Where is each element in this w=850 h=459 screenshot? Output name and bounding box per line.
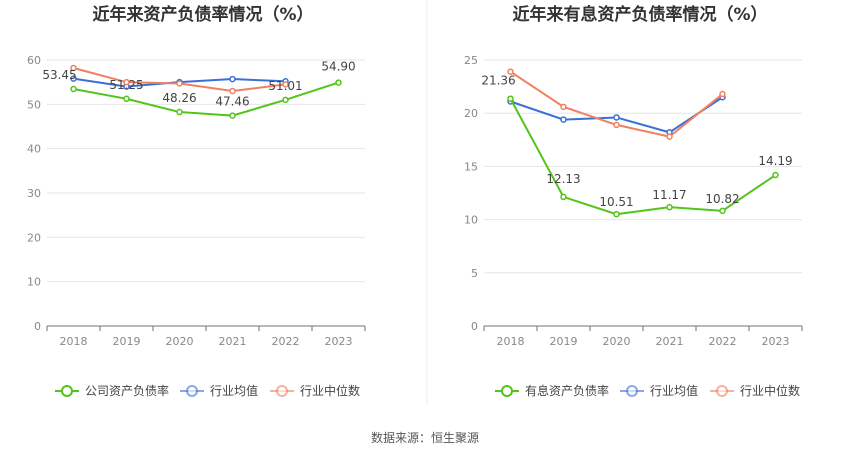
series-point: [507, 68, 514, 75]
series-point: [613, 121, 620, 129]
legend-label: 行业中位数: [300, 383, 360, 398]
y-tick-label: 0: [471, 320, 478, 333]
chart-title: 近年来资产负债率情况（%）: [92, 4, 313, 25]
series-point: [666, 133, 673, 140]
series-point: [666, 203, 673, 211]
interest-debt-ratio-chart: 近年来有息资产负债率情况（%） 0 5 10 15 20 25 2018 2019 2020 202…: [464, 4, 803, 398]
legend-item[interactable]: 行业中位数: [710, 383, 800, 398]
series-point: [560, 116, 567, 123]
data-source-label: 数据来源：恒生聚源: [371, 430, 479, 445]
series-point: [719, 207, 726, 215]
series-point: [176, 80, 183, 87]
series-point: [70, 64, 77, 72]
y-tick-label: 25: [464, 54, 478, 67]
data-label: 12.13: [546, 172, 580, 186]
data-label: 21.36: [481, 74, 515, 88]
legend-item[interactable]: 有息资产负债率: [495, 383, 609, 398]
series-point: [282, 81, 289, 88]
series-point: [123, 95, 130, 103]
legend-label: 有息资产负债率: [525, 383, 609, 398]
series-point: [719, 90, 726, 98]
series-point: [70, 75, 77, 82]
data-label: 47.46: [215, 95, 249, 109]
legend-item[interactable]: 行业中位数: [270, 383, 360, 398]
x-tick-label: 2020: [603, 335, 631, 348]
x-tick-label: 2019: [113, 335, 141, 348]
debt-ratio-chart: 近年来资产负债率情况（%） 0 10 20 30 40 50 60 2018 2019 2020 20…: [27, 4, 366, 398]
legend-label: 行业均值: [650, 383, 698, 398]
x-tick-label: 2018: [497, 335, 525, 348]
y-tick-label: 30: [27, 187, 41, 200]
data-label: 51.01: [268, 79, 302, 93]
y-tick-label: 60: [27, 54, 41, 67]
x-tick-label: 2021: [219, 335, 247, 348]
series-point: [282, 96, 289, 104]
legend-marker: [61, 385, 73, 397]
y-tick-label: 20: [464, 107, 478, 120]
legend-item[interactable]: 行业均值: [180, 383, 258, 398]
data-label: 11.17: [652, 188, 686, 202]
series-point: [613, 114, 620, 121]
legend-marker: [716, 385, 728, 397]
x-tick-label: 2021: [656, 335, 684, 348]
y-tick-label: 50: [27, 98, 41, 111]
series-point: [229, 112, 236, 119]
y-tick-label: 20: [27, 231, 41, 244]
y-tick-label: 0: [34, 320, 41, 333]
series-point: [123, 78, 130, 86]
x-tick-label: 2018: [60, 335, 88, 348]
x-tick-label: 2022: [272, 335, 300, 348]
data-label: 51.25: [109, 78, 143, 92]
y-tick-label: 10: [27, 276, 41, 289]
x-tick-label: 2023: [325, 335, 353, 348]
legend-label: 行业均值: [210, 383, 258, 398]
series-line: [73, 81, 339, 117]
y-tick-label: 10: [464, 214, 478, 227]
data-label: 48.26: [162, 91, 196, 105]
data-label: 53.45: [42, 68, 76, 82]
data-label: 54.90: [321, 60, 355, 74]
legend-item[interactable]: 公司资产负债率: [55, 383, 169, 398]
x-tick-label: 2020: [166, 335, 194, 348]
series-point: [70, 85, 77, 93]
y-tick-label: 40: [27, 143, 41, 156]
legend-marker: [626, 385, 638, 397]
legend-item[interactable]: 行业均值: [620, 383, 698, 398]
legend-marker: [186, 385, 198, 397]
data-label: 14.19: [758, 154, 792, 168]
data-label: 10.51: [599, 195, 633, 209]
series-point: [560, 103, 567, 111]
series-point: [335, 79, 342, 86]
x-tick-label: 2022: [709, 335, 737, 348]
x-tick-label: 2019: [550, 335, 578, 348]
series-point: [772, 171, 779, 179]
series-point: [560, 193, 567, 201]
series-point: [229, 87, 236, 95]
legend-label: 行业中位数: [740, 383, 800, 398]
data-label: 10.82: [705, 192, 739, 206]
series-point: [613, 210, 620, 218]
y-tick-label: 5: [471, 267, 478, 280]
legend-label: 公司资产负债率: [85, 383, 169, 398]
series-line: [509, 98, 777, 216]
series-point: [229, 75, 236, 83]
x-tick-label: 2023: [762, 335, 790, 348]
series-point: [507, 95, 514, 102]
chart-title: 近年来有息资产负债率情况（%）: [512, 4, 767, 25]
y-tick-label: 15: [464, 160, 478, 173]
series-point: [176, 108, 183, 116]
legend-marker: [276, 385, 288, 397]
legend-marker: [501, 385, 513, 397]
